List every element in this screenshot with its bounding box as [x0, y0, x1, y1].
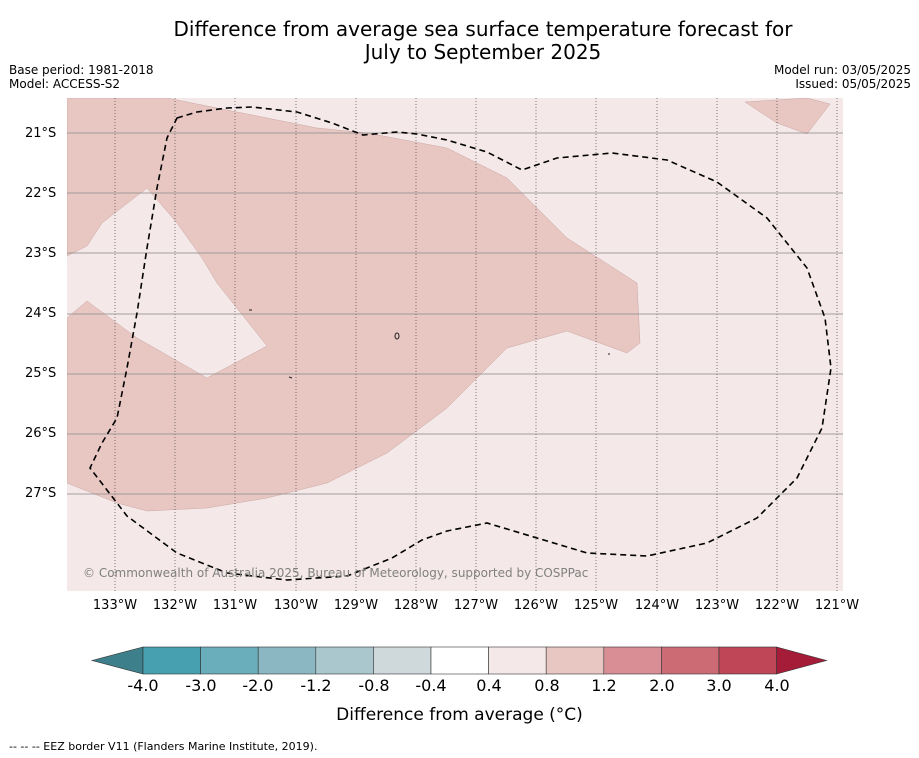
model-run: Model run: 03/05/2025	[773, 63, 911, 77]
map-title: Difference from average sea surface temp…	[0, 18, 919, 64]
colorbar-tick: 0.4	[476, 676, 502, 695]
lon-label-131w: 131°W	[212, 598, 258, 613]
colorbar-segment	[142, 646, 201, 675]
eez-footer-note: -- -- -- EEZ border V11 (Flanders Marine…	[9, 740, 318, 753]
colorbar-segment	[257, 646, 317, 675]
lat-label-23s: 23°S	[25, 246, 57, 261]
lon-label-132w: 132°W	[152, 598, 198, 613]
colorbar-segment	[718, 646, 777, 675]
model-name: Model: ACCESS-S2	[9, 77, 121, 91]
base-period: Base period: 1981-2018	[9, 63, 154, 77]
lat-label-24s: 24°S	[25, 306, 57, 321]
colorbar-segment	[315, 646, 374, 675]
colorbar-segment	[430, 646, 489, 675]
colorbar-arrow-low	[90, 646, 144, 675]
parallel-gridlines	[67, 132, 843, 495]
lon-label-123w: 123°W	[694, 598, 740, 613]
colorbar-tick: 2.0	[649, 676, 675, 695]
anomaly-region-northeast	[744, 98, 831, 135]
lon-label-122w: 122°W	[754, 598, 800, 613]
contour-speck-3	[288, 376, 293, 379]
colorbar-segment	[545, 646, 605, 675]
colorbar-segment	[200, 646, 259, 675]
lon-label-128w: 128°W	[393, 598, 439, 613]
meta-right: Model run: 03/05/2025 Issued: 05/05/2025	[774, 63, 911, 91]
colorbar-tick: 1.2	[591, 676, 617, 695]
lon-label-124w: 124°W	[634, 598, 680, 613]
colorbar-segment	[373, 646, 432, 675]
issued-date: Issued: 05/05/2025	[795, 77, 911, 91]
lat-label-25s: 25°S	[25, 366, 57, 381]
sst-anomaly-map: © Commonwealth of Australia 2025, Bureau…	[67, 98, 843, 591]
meridian-gridlines	[114, 98, 838, 591]
colorbar-tick: 3.0	[706, 676, 732, 695]
colorbar-tick: -0.4	[415, 676, 447, 695]
colorbar-tick: -3.0	[185, 676, 217, 695]
lat-label-26s: 26°S	[25, 426, 57, 441]
lon-label-127w: 127°W	[453, 598, 499, 613]
colorbar	[90, 646, 828, 675]
colorbar-tick: -4.0	[127, 676, 159, 695]
lon-label-133w: 133°W	[92, 598, 138, 613]
title-line-2: July to September 2025	[364, 40, 602, 64]
colorbar-tick: 0.8	[534, 676, 560, 695]
lat-label-22s: 22°S	[25, 186, 57, 201]
lat-label-21s: 21°S	[25, 126, 57, 141]
colorbar-label: Difference from average (°C)	[336, 705, 583, 725]
lon-label-130w: 130°W	[273, 598, 319, 613]
contour-speck-1	[394, 332, 400, 340]
colorbar-arrow-high	[776, 646, 828, 675]
anomaly-region-main	[67, 98, 641, 512]
lon-label-126w: 126°W	[513, 598, 559, 613]
meta-left: Base period: 1981-2018 Model: ACCESS-S2	[9, 63, 154, 91]
colorbar-tick: 4.0	[764, 676, 790, 695]
eez-border	[89, 106, 832, 581]
title-line-1: Difference from average sea surface temp…	[173, 17, 793, 41]
lon-label-129w: 129°W	[333, 598, 379, 613]
lon-label-125w: 125°W	[573, 598, 619, 613]
colorbar-segment	[661, 646, 720, 675]
lat-label-27s: 27°S	[25, 486, 57, 501]
lon-label-121w: 121°W	[814, 598, 860, 613]
colorbar-tick: -0.8	[358, 676, 390, 695]
copyright-text: © Commonwealth of Australia 2025, Bureau…	[83, 566, 588, 580]
colorbar-tick: -1.2	[300, 676, 332, 695]
colorbar-segment	[488, 646, 547, 675]
colorbar-segment	[603, 646, 662, 675]
colorbar-tick: -2.0	[242, 676, 274, 695]
